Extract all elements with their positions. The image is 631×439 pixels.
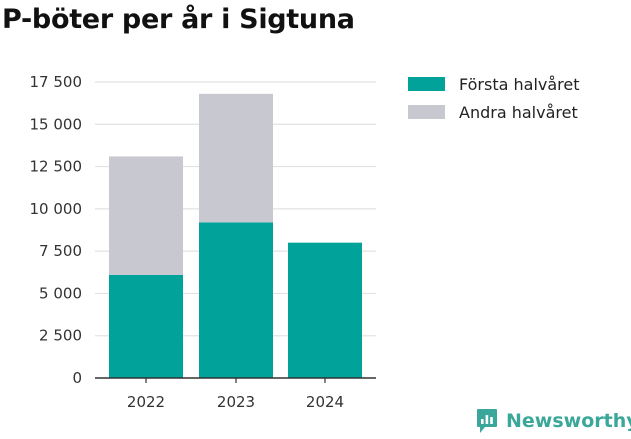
y-tick-label: 15 000	[30, 115, 83, 133]
newsworthy-brand: Newsworthy	[476, 408, 631, 434]
y-tick-label: 12 500	[30, 158, 83, 176]
y-tick-label: 7 500	[39, 242, 82, 260]
bars	[109, 93, 362, 378]
bar-2022-series-0	[109, 274, 183, 378]
x-tick-label: 2024	[306, 393, 344, 411]
bar-2022-series-1	[109, 156, 183, 275]
y-tick-label: 2 500	[39, 327, 82, 345]
y-tick-label: 10 000	[30, 200, 83, 218]
chart-title: P-böter per år i Sigtuna	[2, 4, 355, 35]
bar-2023-series-1	[199, 93, 273, 223]
legend-label-first-half: Första halvåret	[459, 74, 580, 94]
legend: Första halvåret Andra halvåret	[408, 70, 580, 126]
legend-swatch-first-half	[408, 77, 445, 91]
x-axis-ticks: 2022 2023 2024	[127, 378, 344, 411]
legend-item-second-half: Andra halvåret	[408, 98, 580, 126]
y-tick-label: 17 500	[30, 73, 83, 91]
newsworthy-logo-icon	[477, 409, 497, 433]
x-tick-label: 2023	[217, 393, 255, 411]
brand-name: Newsworthy	[506, 410, 631, 432]
y-tick-label: 5 000	[39, 284, 82, 302]
legend-swatch-second-half	[408, 105, 445, 119]
bar-2024-series-0	[288, 242, 362, 378]
legend-item-first-half: Första halvåret	[408, 70, 580, 98]
bar-2023-series-0	[199, 222, 273, 378]
y-tick-label: 0	[72, 369, 82, 387]
legend-label-second-half: Andra halvåret	[459, 102, 578, 122]
y-axis-ticks: 0 2 500 5 000 7 500 10 000 12 500 15 000 17 500	[30, 73, 83, 387]
x-tick-label: 2022	[127, 393, 165, 411]
